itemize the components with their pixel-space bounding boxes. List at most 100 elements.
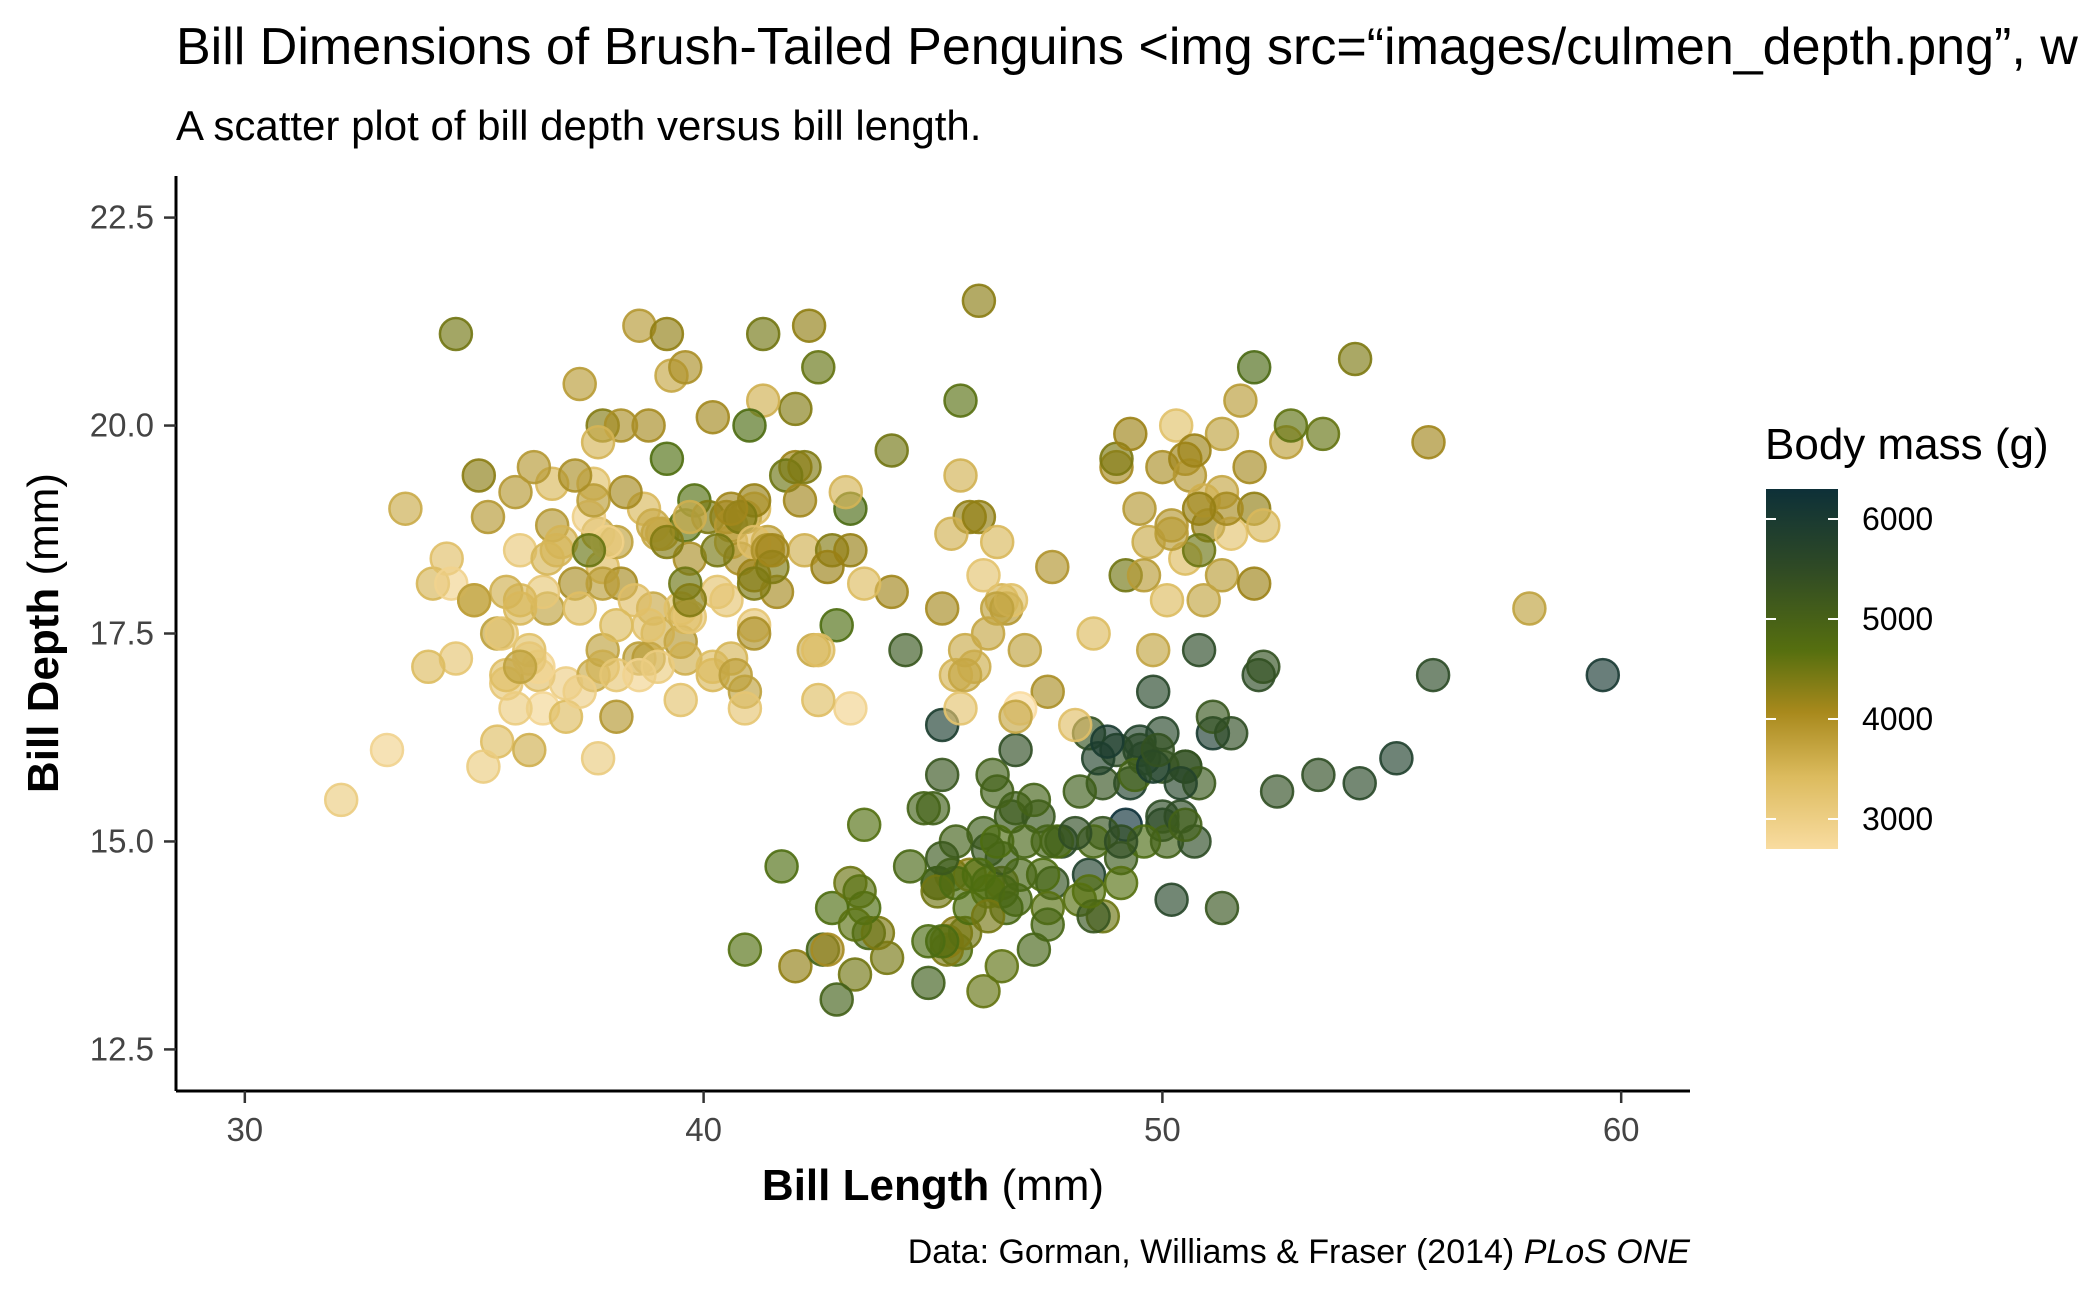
data-point [961, 499, 997, 535]
data-point [1223, 383, 1258, 418]
data-point [833, 533, 868, 568]
y-axis-title-bold: Bill Depth [19, 588, 68, 793]
data-point [571, 533, 607, 568]
data-point [732, 408, 767, 443]
data-point [828, 474, 864, 510]
data-point [668, 350, 703, 385]
data-point [1071, 874, 1107, 909]
data-point [842, 874, 877, 909]
x-axis-title-unit: (mm) [989, 1161, 1104, 1210]
data-point [323, 782, 359, 818]
data-point [833, 691, 868, 726]
legend-tick-label: 6000 [1862, 501, 1933, 537]
data-point [516, 449, 552, 485]
data-point [810, 549, 845, 585]
caption-journal: PLoS ONE [1524, 1233, 1691, 1271]
data-point [1411, 424, 1446, 460]
data-point [576, 483, 611, 518]
data-point [1181, 491, 1217, 526]
data-point [778, 391, 813, 427]
x-tick-label: 50 [1144, 1111, 1181, 1148]
data-point [979, 774, 1015, 809]
data-point [1204, 890, 1240, 926]
data-point [1076, 616, 1111, 651]
data-point [411, 649, 446, 685]
data-point [1016, 932, 1052, 967]
data-point [1585, 657, 1621, 693]
y-tick-label: 20.0 [90, 407, 154, 444]
data-point [498, 691, 533, 726]
legend-ticks: 3000 4000 5000 6000 [1766, 501, 1933, 837]
data-point [1181, 533, 1217, 568]
data-point [1204, 558, 1240, 593]
data-point [695, 399, 731, 435]
data-point [599, 607, 634, 643]
y-tick-label: 12.5 [90, 1030, 154, 1067]
data-point [998, 699, 1033, 734]
data-point [369, 732, 405, 768]
data-point [1213, 716, 1249, 751]
y-tick-label: 15.0 [90, 822, 154, 859]
data-point [640, 649, 675, 685]
data-point [1140, 732, 1176, 768]
data-point [778, 948, 813, 984]
data-point [456, 582, 492, 618]
chart-subtitle: A scatter plot of bill depth versus bill… [176, 102, 981, 149]
data-point [1149, 582, 1185, 618]
chart-title: Bill Dimensions of Brush-Tailed Penguins… [176, 18, 2078, 76]
data-point [1301, 757, 1336, 793]
data-point [1246, 649, 1281, 685]
data-point [984, 948, 1020, 984]
data-point [966, 558, 1001, 593]
data-point [911, 965, 946, 1001]
data-point [562, 591, 597, 626]
data-point [1232, 449, 1267, 485]
data-point [1035, 549, 1070, 585]
data-point [585, 566, 620, 601]
data-point [580, 741, 616, 776]
data-point [837, 957, 873, 992]
data-point [970, 616, 1006, 651]
data-point [892, 849, 928, 884]
data-point [1126, 558, 1162, 593]
data-point [1007, 824, 1043, 859]
data-point [1177, 433, 1212, 468]
data-point [1273, 408, 1309, 443]
data-point [846, 807, 882, 843]
data-point [1158, 408, 1194, 443]
x-axis-title-bold: Bill Length [762, 1161, 989, 1210]
data-point [580, 424, 616, 460]
data-point [943, 691, 978, 726]
data-point [727, 932, 763, 967]
data-point [745, 316, 781, 352]
data-point [1030, 674, 1065, 709]
data-point [1259, 774, 1295, 809]
x-ticks: 30 40 50 60 [226, 1091, 1640, 1148]
data-point [502, 649, 538, 685]
data-point [837, 907, 873, 942]
caption-source: Data: Gorman, Williams & Fraser (2014) [908, 1233, 1524, 1271]
data-point [649, 524, 685, 560]
data-point [1512, 591, 1547, 626]
data-point [1379, 741, 1414, 776]
points-layer [323, 283, 1621, 1017]
y-ticks: 12.5 15.0 17.5 20.0 22.5 [90, 199, 176, 1067]
data-point [906, 790, 942, 826]
data-point [649, 316, 685, 352]
y-axis-title-unit: (mm) [19, 473, 68, 588]
data-point [943, 383, 978, 418]
chart-caption: Data: Gorman, Williams & Fraser (2014) P… [908, 1233, 1691, 1271]
data-point [755, 533, 790, 568]
legend-tick-label: 3000 [1862, 801, 1933, 837]
data-point [484, 616, 519, 651]
data-point [672, 499, 708, 535]
data-point [787, 449, 822, 485]
data-point [888, 632, 923, 668]
data-point [1154, 882, 1189, 917]
legend: Body mass (g) 3000 4000 5000 6000 [1765, 420, 2049, 849]
data-point [961, 283, 997, 319]
x-tick-label: 40 [685, 1111, 722, 1148]
data-point [1103, 865, 1139, 901]
y-tick-label: 17.5 [90, 615, 154, 652]
